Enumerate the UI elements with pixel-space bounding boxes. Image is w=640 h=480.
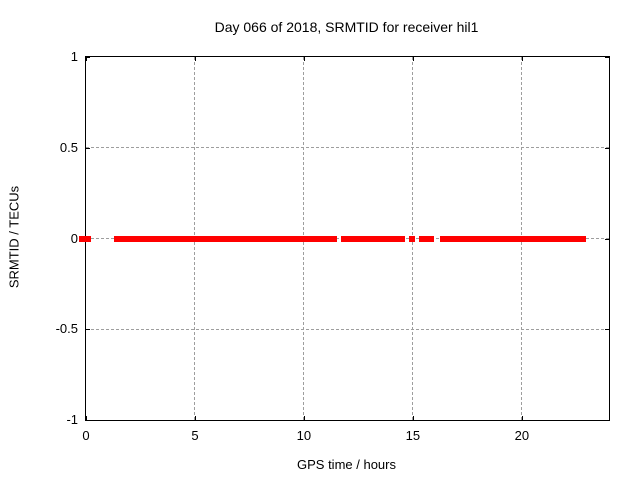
y-tick-label: 1 [70, 49, 78, 64]
x-tick-label: 20 [514, 428, 530, 443]
x-tick-top [86, 57, 87, 61]
x-tick-top [521, 57, 523, 61]
x-tick-bottom [412, 416, 414, 420]
data-segment [114, 235, 337, 242]
plot-area: 0 5 10 15 20 1 0.5 0 -0.5 -1 [56, 49, 610, 443]
y-tick-left [86, 420, 90, 421]
x-tick-label: 0 [82, 428, 90, 443]
y-gridline [86, 328, 609, 330]
x-tick-top [194, 57, 196, 61]
x-tick-label: 5 [191, 428, 199, 443]
y-tick-label: -1 [66, 412, 78, 427]
y-gridline [86, 147, 609, 149]
x-tick-top [303, 57, 305, 61]
y-tick-left [86, 57, 90, 58]
y-tick-right [605, 147, 609, 149]
x-tick-top [412, 57, 414, 61]
x-tick-label: 15 [405, 428, 421, 443]
y-tick-right [605, 329, 609, 331]
data-segment [408, 235, 416, 242]
y-tick-label: 0.5 [59, 139, 78, 155]
y-tick-label: -0.5 [55, 321, 78, 337]
x-tick-label: 10 [296, 428, 312, 443]
data-segment [340, 235, 406, 242]
x-tick-bottom [521, 416, 523, 420]
data-segment [418, 235, 434, 242]
y-tick-label: 0 [70, 230, 78, 246]
x-tick-bottom [303, 416, 305, 420]
x-tick-bottom [194, 416, 196, 420]
y-tick-left [86, 147, 90, 149]
y-tick-left [86, 329, 90, 331]
y-axis-label: SRMTID / TECUs [6, 185, 22, 289]
chart-title: Day 066 of 2018, SRMTID for receiver hil… [214, 19, 479, 35]
x-tick-bottom [86, 416, 87, 420]
y-tick-right [605, 238, 609, 240]
x-axis-label: GPS time / hours [297, 457, 396, 472]
y-tick-right [605, 420, 609, 421]
y-tick-right [605, 57, 609, 58]
data-segment [79, 235, 92, 242]
data-segment [440, 235, 587, 242]
